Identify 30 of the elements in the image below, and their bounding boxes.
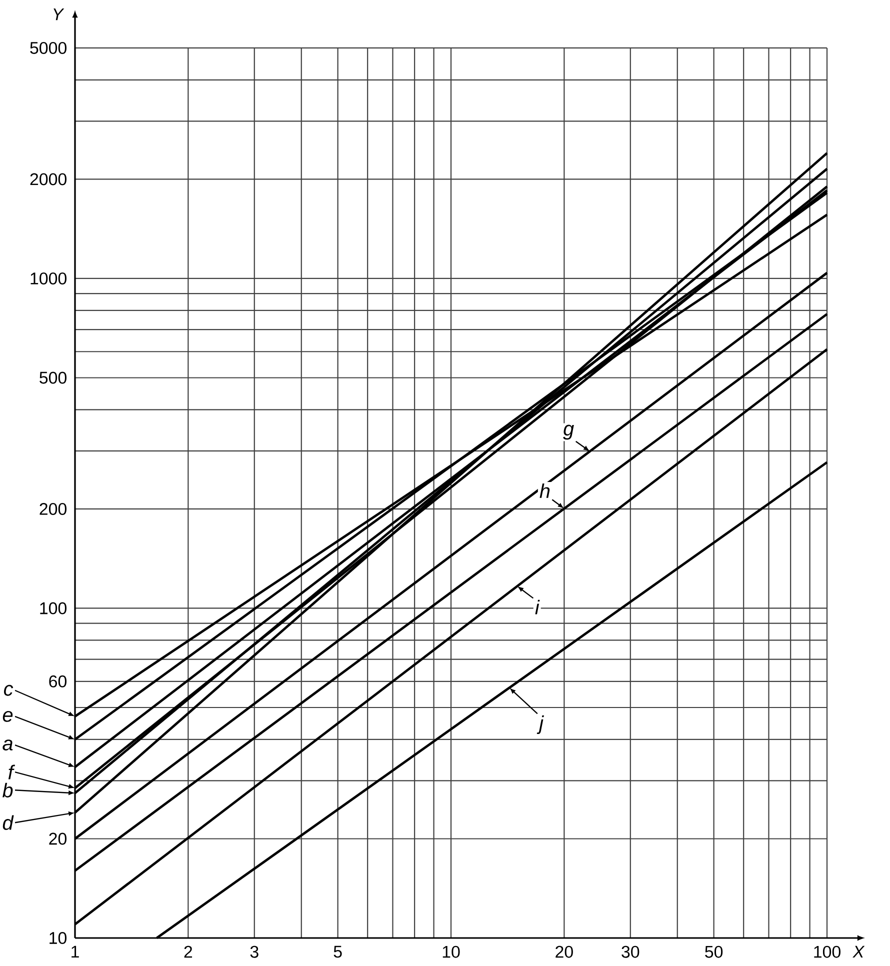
x-tick-label: 2 [184, 946, 192, 958]
legend-label: h [540, 483, 550, 498]
legend-label: d [2, 815, 14, 830]
y-tick-label: 10 [50, 932, 66, 944]
series-label: i [535, 600, 540, 614]
x-axis-title: X [852, 946, 865, 958]
legend-label: b [2, 782, 13, 798]
y-tick-label: 200 [40, 502, 66, 515]
x-tick-label: 30 [622, 946, 640, 958]
series-label: j [536, 715, 544, 734]
legend-label: c [4, 684, 14, 696]
x-tick-label: 5 [334, 946, 342, 958]
x-tick-label: 10 [442, 946, 460, 958]
x-tick-label: 3 [250, 946, 258, 958]
legend-label: e [2, 711, 13, 722]
y-tick-label: 100 [40, 602, 66, 614]
y-tick-label: 1000 [30, 272, 66, 284]
legend-label: f [8, 764, 16, 780]
y-axis-title: Y [54, 8, 64, 20]
y-tick-label: 20 [49, 832, 66, 845]
legend-label: a [2, 740, 13, 750]
y-tick-label: 5000 [30, 42, 66, 54]
legend-label: g [563, 424, 574, 440]
x-tick-label: 20 [556, 946, 573, 958]
y-tick-label: 60 [49, 675, 66, 688]
y-tick-label: 500 [40, 372, 66, 384]
x-tick-label: 1 [72, 946, 79, 958]
x-tick-label: 50 [705, 946, 723, 958]
x-tick-label: 100 [814, 946, 840, 958]
y-tick-label: 2000 [30, 173, 66, 186]
